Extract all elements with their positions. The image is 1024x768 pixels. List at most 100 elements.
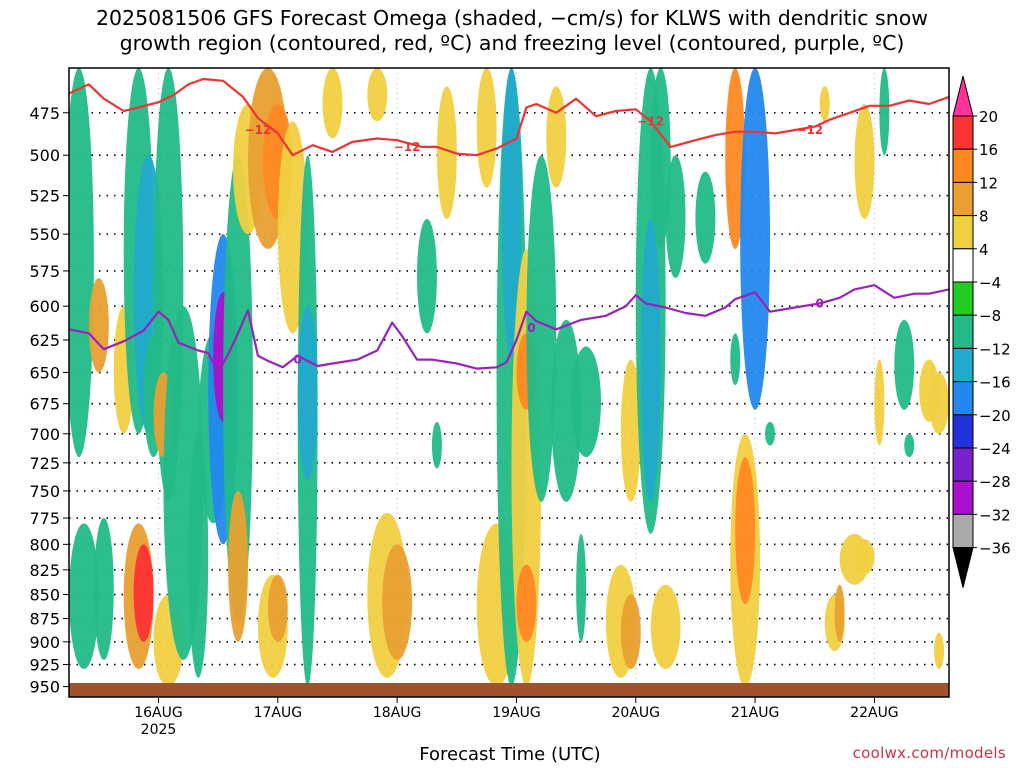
omega-area-44 xyxy=(551,319,582,502)
colorbar-box-4 xyxy=(952,215,974,250)
colorbar-box-9 xyxy=(952,381,974,416)
omega-area-32 xyxy=(417,218,437,334)
omega-area-47 xyxy=(620,359,641,502)
y-tick-label-700: 700 xyxy=(29,425,60,444)
omega-area-53 xyxy=(665,155,686,279)
chart-title: 2025081506 GFS Forecast Omega (shaded, −… xyxy=(95,6,929,55)
colorbar-label-5: −4 xyxy=(979,274,1001,292)
colorbar-label-0: 20 xyxy=(979,108,998,126)
omega-area-25 xyxy=(297,306,318,480)
omega-area-61 xyxy=(695,171,716,264)
colorbar-label-7: −12 xyxy=(979,340,1011,358)
omega-area-55 xyxy=(725,68,746,250)
colorbar-box-11 xyxy=(952,447,974,482)
omega-area-68 xyxy=(879,68,890,156)
colorbar-box-10 xyxy=(952,414,974,449)
y-tick-label-575: 575 xyxy=(29,262,60,281)
dgz-contour-label-2: −12 xyxy=(637,114,664,128)
omega-area-45 xyxy=(571,346,601,458)
freezing-contour-label-0: 0 xyxy=(294,353,302,367)
dgz-contour-label-1: −12 xyxy=(394,140,421,154)
colorbar-label-2: 12 xyxy=(979,174,998,192)
y-tick-label-475: 475 xyxy=(29,104,60,123)
colorbar-label-10: −24 xyxy=(979,440,1011,458)
colorbar-box-1 xyxy=(952,115,974,150)
omega-area-67 xyxy=(834,584,845,642)
omega-area-35 xyxy=(476,68,497,188)
omega-area-70 xyxy=(894,319,915,410)
omega-area-3 xyxy=(93,518,114,661)
contour-layer: −12 −12 −12 −12 0 0 0 xyxy=(69,77,949,374)
x-axis-label: Forecast Time (UTC) xyxy=(419,744,601,765)
x-tick-year-label: 2025 xyxy=(141,722,177,738)
y-tick-label-950: 950 xyxy=(29,678,60,697)
omega-area-27 xyxy=(267,574,288,642)
omega-area-60 xyxy=(765,421,775,446)
freezing-contour-label-1: 0 xyxy=(527,321,535,335)
colorbar-label-1: 16 xyxy=(979,141,998,159)
y-tick-label-500: 500 xyxy=(29,146,60,165)
colorbar-label-13: −36 xyxy=(979,540,1011,558)
omega-area-51 xyxy=(640,218,661,502)
x-tick-label-1: 17AUG xyxy=(254,705,303,721)
x-tick-label-5: 21AUG xyxy=(731,705,780,721)
omega-area-34 xyxy=(431,421,442,469)
colorbar-box-7 xyxy=(952,314,974,349)
colorbar-box-6 xyxy=(952,281,974,316)
x-tick-label-4: 20AUG xyxy=(612,705,661,721)
y-tick-label-650: 650 xyxy=(29,363,60,382)
x-tick-label-3: 19AUG xyxy=(492,705,541,721)
omega-area-57 xyxy=(735,457,756,605)
dgz-contour-line xyxy=(69,77,949,157)
omega-area-0 xyxy=(69,68,94,458)
omega-area-52 xyxy=(650,68,671,250)
y-tick-label-875: 875 xyxy=(29,610,60,629)
y-tick-label-550: 550 xyxy=(29,225,60,244)
omega-area-38 xyxy=(501,68,522,360)
omega-area-33 xyxy=(436,86,457,219)
colorbar-label-12: −32 xyxy=(979,506,1011,524)
omega-area-49 xyxy=(620,594,641,669)
colorbar-bottom-arrow xyxy=(952,547,974,588)
omega-area-19 xyxy=(228,490,248,642)
freezing-level-contour-line xyxy=(69,284,949,374)
dgz-contour-label-3: −12 xyxy=(796,123,823,137)
x-tick-label-6: 22AUG xyxy=(850,705,899,721)
colorbar-box-13 xyxy=(952,513,974,549)
colorbar-box-3 xyxy=(952,181,974,217)
colorbar-box-5 xyxy=(952,248,974,283)
colorbar-label-3: 8 xyxy=(979,208,989,226)
plot-frame xyxy=(68,67,950,698)
omega-area-73 xyxy=(929,372,949,434)
credit-link[interactable]: coolwx.com/models xyxy=(852,744,1006,762)
colorbar-box-8 xyxy=(952,347,974,383)
omega-area-74 xyxy=(934,632,945,669)
omega-shading-layer xyxy=(69,68,949,687)
omega-area-28 xyxy=(322,68,343,139)
omega-area-29 xyxy=(367,68,388,122)
omega-area-41 xyxy=(516,564,537,642)
omega-area-2 xyxy=(88,278,109,373)
y-tick-label-800: 800 xyxy=(29,535,60,554)
colorbar-label-8: −16 xyxy=(979,374,1011,392)
colorbar-box-2 xyxy=(952,148,974,183)
y-tick-label-600: 600 xyxy=(29,297,60,316)
colorbar-label-11: −28 xyxy=(979,473,1011,491)
omega-area-62 xyxy=(819,86,830,122)
omega-area-31 xyxy=(382,544,413,661)
colorbar-box-12 xyxy=(952,480,974,515)
colorbar-top-arrow xyxy=(952,75,974,117)
freezing-contour-label-2: 0 xyxy=(816,296,824,310)
y-tick-label-675: 675 xyxy=(29,395,60,414)
colorbar-label-9: −20 xyxy=(979,407,1011,425)
x-tick-label-2: 18AUG xyxy=(373,705,422,721)
omega-area-59 xyxy=(730,333,741,386)
omega-area-1 xyxy=(69,523,99,669)
dgz-contour-label-0: −12 xyxy=(245,123,272,137)
y-tick-label-775: 775 xyxy=(29,509,60,528)
omega-area-69 xyxy=(874,359,885,446)
y-tick-label-625: 625 xyxy=(29,331,60,350)
omega-area-71 xyxy=(904,433,915,458)
omega-area-7 xyxy=(133,544,154,642)
